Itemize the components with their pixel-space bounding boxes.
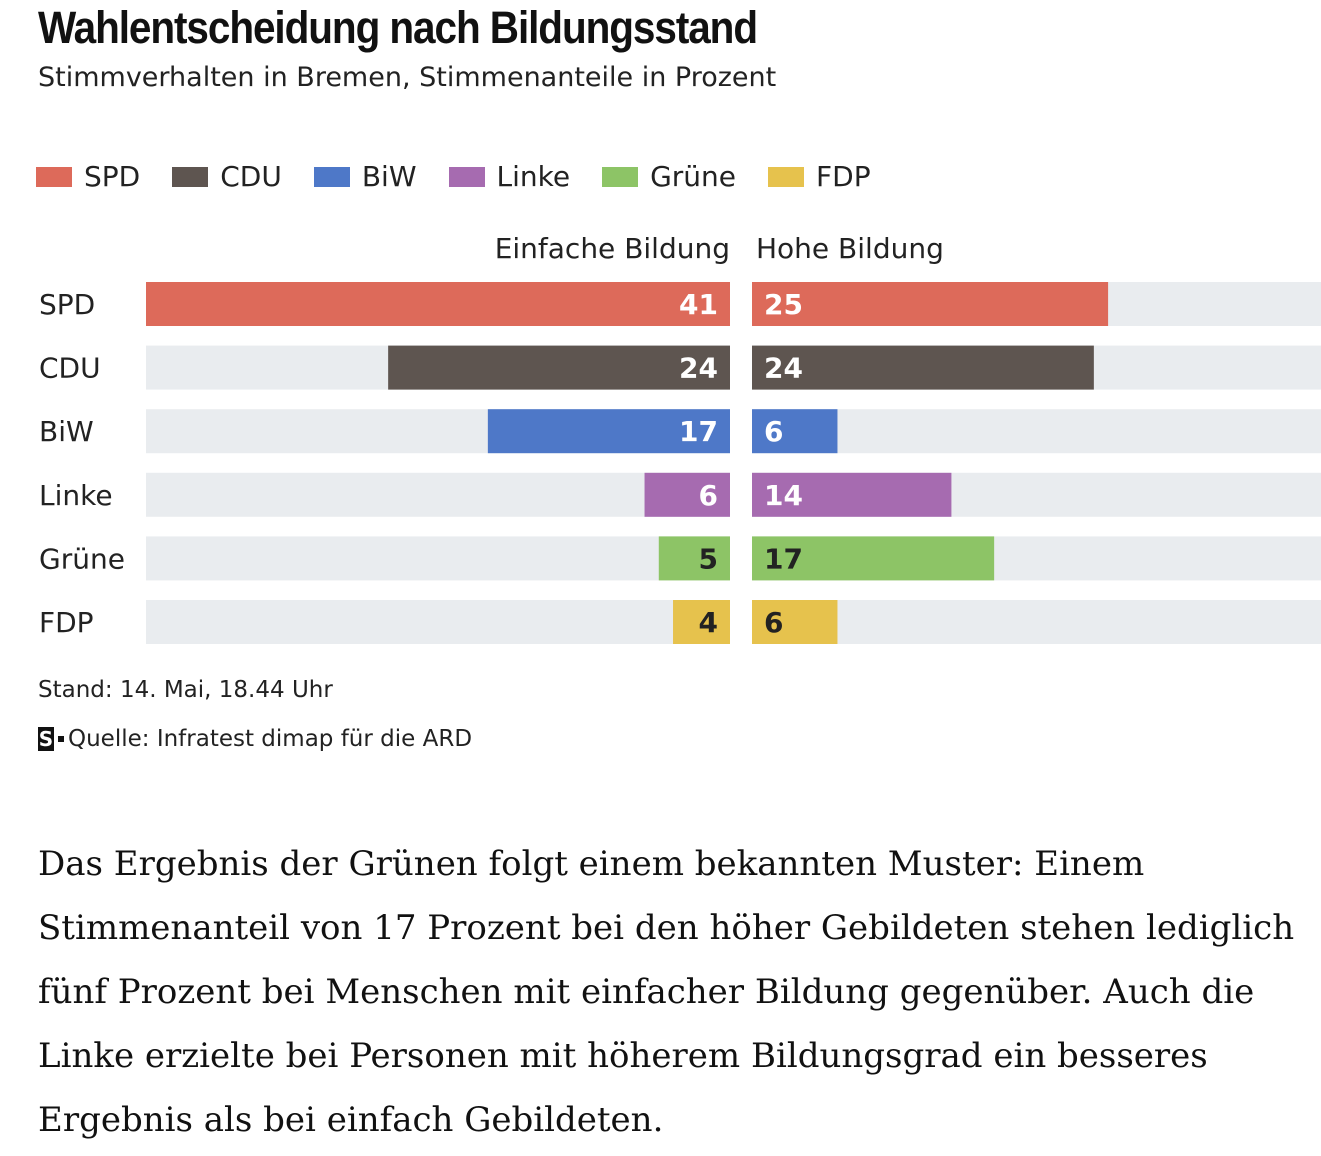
spiegel-logo-icon: S (38, 727, 54, 751)
category-label-fdp: FDP (39, 606, 94, 639)
timestamp-note: Stand: 14. Mai, 18.44 Uhr (38, 677, 333, 703)
legend-label: BiW (361, 160, 417, 193)
legend-item-biw: BiW (313, 160, 417, 193)
bar-hohe-gruene (752, 536, 995, 581)
data-label-einfache-gruene: 5 (699, 542, 718, 575)
legend-label: CDU (220, 160, 282, 193)
data-label-einfache-linke: 6 (699, 479, 718, 512)
data-label-hohe-gruene: 17 (764, 542, 803, 575)
track-right-fdp (752, 600, 1321, 644)
legend: SPD CDU BiW Linke Grüne FDP (36, 160, 903, 193)
track-left-linke (146, 472, 730, 517)
article-paragraph: Das Ergebnis der Grünen folgt einem beka… (38, 844, 1295, 1140)
legend-swatch (36, 166, 72, 187)
category-label-linke: Linke (39, 479, 113, 512)
bar-einfache-linke (644, 472, 730, 517)
legend-swatch (602, 166, 639, 187)
source-line: S Quelle: Infratest dimap für die ARD (38, 726, 472, 752)
bar-hohe-spd (752, 282, 1109, 326)
separator-dot-icon (58, 736, 64, 742)
column-header-hohe-bildung: Hohe Bildung (756, 232, 944, 265)
track-left-gruene (146, 536, 730, 581)
legend-item-fdp: FDP (768, 160, 871, 193)
data-label-hohe-spd: 25 (764, 288, 803, 321)
column-header-einfache-bildung: Einfache Bildung (494, 232, 730, 265)
legend-label: SPD (84, 160, 141, 193)
source-text: Quelle: Infratest dimap für die ARD (68, 726, 473, 752)
data-label-hohe-fdp: 6 (764, 606, 783, 639)
bar-einfache-gruene (658, 536, 730, 581)
bar-hohe-fdp (752, 600, 838, 644)
bar-einfache-fdp (673, 600, 730, 644)
category-label-gruene: Grüne (39, 542, 125, 575)
data-label-einfache-spd: 41 (679, 288, 718, 321)
data-label-hohe-cdu: 24 (764, 352, 803, 385)
legend-swatch (768, 166, 805, 187)
data-label-hohe-linke: 14 (764, 479, 803, 512)
data-label-einfache-cdu: 24 (679, 352, 718, 385)
bar-einfache-spd (146, 282, 730, 326)
bar-hohe-biw (752, 409, 838, 454)
legend-swatch (172, 166, 209, 187)
legend-label: Linke (496, 160, 571, 193)
data-label-einfache-fdp: 4 (699, 606, 718, 639)
legend-item-spd: SPD (36, 160, 140, 193)
category-label-spd: SPD (39, 288, 95, 321)
category-label-biw: BiW (39, 415, 94, 448)
track-left-fdp (146, 600, 730, 644)
data-label-einfache-biw: 17 (679, 415, 718, 448)
legend-swatch (448, 166, 485, 187)
data-label-hohe-biw: 6 (764, 415, 783, 448)
legend-label: Grüne (650, 160, 737, 193)
bar-hohe-linke (752, 472, 952, 517)
bar-einfache-cdu (388, 345, 730, 390)
chart-title: Wahlentscheidung nach Bildungsstand (38, 2, 758, 53)
legend-item-gruene: Grüne (602, 160, 736, 193)
legend-item-cdu: CDU (172, 160, 282, 193)
bar-einfache-biw (487, 409, 730, 454)
chart-subtitle: Stimmverhalten in Bremen, Stimmenanteile… (38, 62, 777, 93)
legend-swatch (313, 166, 350, 187)
category-label-cdu: CDU (39, 352, 101, 385)
butterfly-bar-chart: SPD 41 25 CDU 24 24 BiW 17 6 Linke 6 14 Grüne 5 17 FDP 4… (39, 282, 1321, 644)
legend-label: FDP (816, 160, 871, 193)
legend-item-linke: Linke (448, 160, 571, 193)
track-right-biw (752, 409, 1321, 454)
bar-hohe-cdu (752, 345, 1094, 390)
